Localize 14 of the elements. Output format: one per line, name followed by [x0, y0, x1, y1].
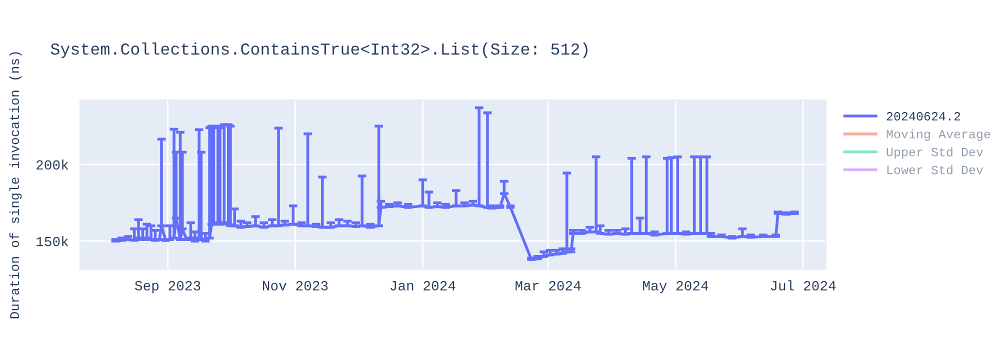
- y-tick-label: 150k: [36, 236, 68, 246]
- x-tick-label: Jan 2024: [390, 281, 456, 290]
- chart-title: System.Collections.ContainsTrue<Int32>.List(Size: 512): [50, 42, 588, 58]
- legend-label: Moving Average: [886, 129, 990, 141]
- legend-label: Upper Std Dev: [886, 147, 984, 159]
- x-tick-label: Nov 2023: [262, 281, 328, 290]
- x-tick-label: May 2024: [643, 281, 708, 294]
- legend-label: 20240624.2: [886, 112, 960, 121]
- y-tick-label: 200k: [36, 159, 68, 170]
- x-tick-label: Sep 2023: [134, 281, 200, 294]
- x-tick-label: Mar 2024: [516, 281, 581, 290]
- y-axis-title: Duration of single invocation (ns): [9, 52, 22, 318]
- x-tick-label: Jul 2024: [770, 280, 836, 290]
- legend-label: Lower Std Dev: [887, 165, 984, 174]
